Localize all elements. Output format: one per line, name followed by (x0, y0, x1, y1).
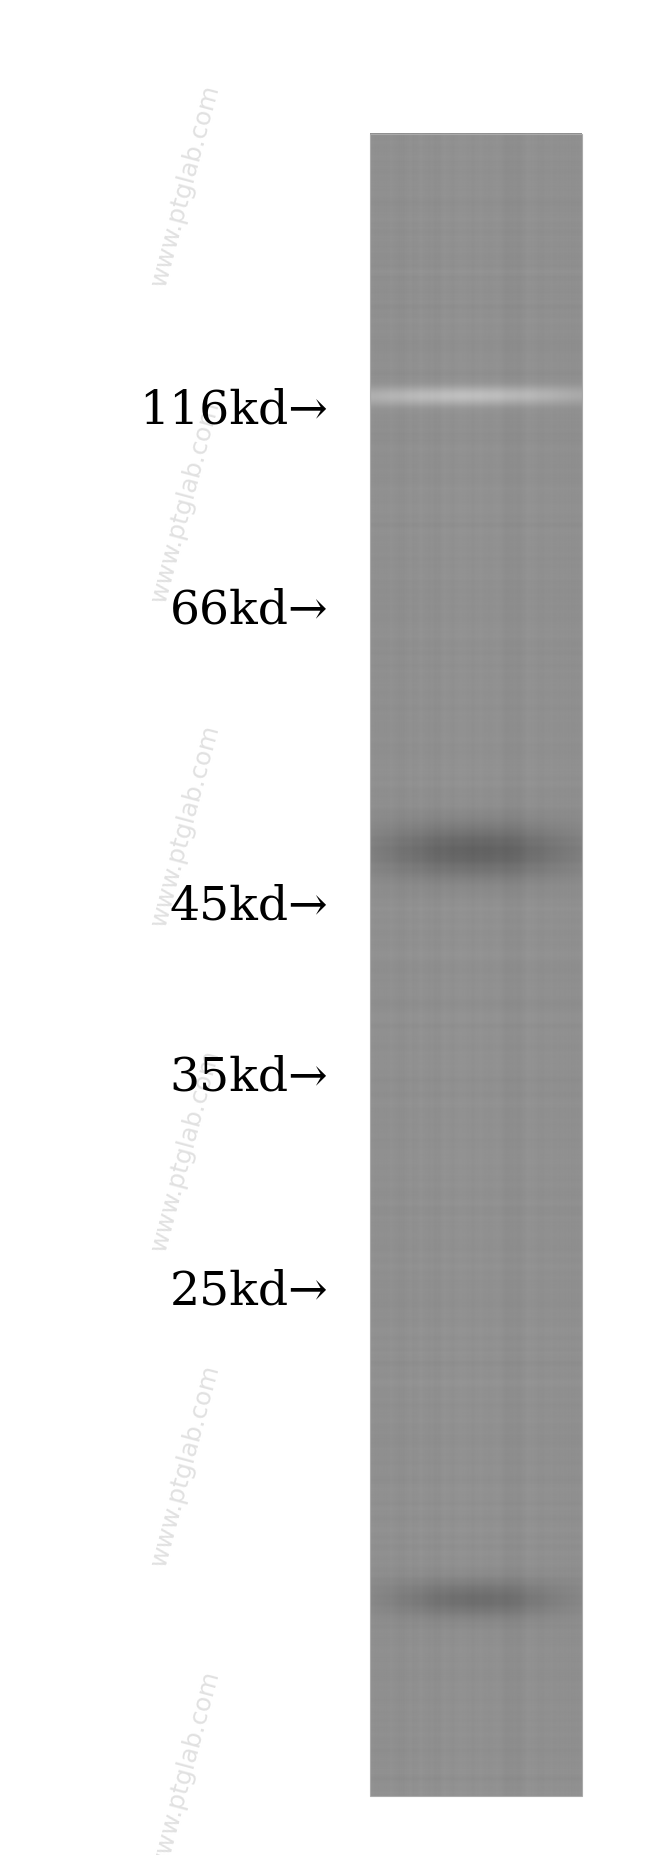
Text: www.ptglab.com: www.ptglab.com (147, 722, 224, 929)
Text: www.ptglab.com: www.ptglab.com (147, 82, 224, 289)
Text: 116kd→: 116kd→ (139, 388, 328, 434)
Text: www.ptglab.com: www.ptglab.com (147, 1362, 224, 1569)
Text: www.ptglab.com: www.ptglab.com (147, 1046, 224, 1254)
Text: www.ptglab.com: www.ptglab.com (147, 1668, 224, 1855)
Text: 35kd→: 35kd→ (170, 1055, 328, 1100)
Text: 45kd→: 45kd→ (170, 883, 328, 929)
Text: www.ptglab.com: www.ptglab.com (147, 397, 224, 605)
Text: 25kd→: 25kd→ (170, 1269, 328, 1315)
Bar (370, 134, 582, 1796)
Text: 66kd→: 66kd→ (170, 588, 328, 633)
